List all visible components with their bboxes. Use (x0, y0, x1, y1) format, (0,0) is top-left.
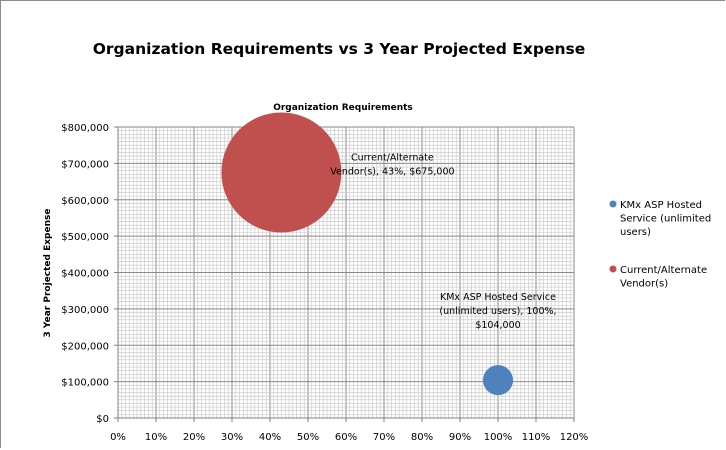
y-tick-label: $800,000 (61, 123, 109, 134)
y-tick-label: $300,000 (61, 305, 109, 316)
y-tick-label: $500,000 (61, 232, 109, 243)
x-axis-title: Organization Requirements (273, 103, 413, 113)
y-tick-label: $100,000 (61, 378, 109, 389)
x-tick-label: 100% (484, 432, 513, 443)
x-tick-label: 110% (522, 432, 551, 443)
bubble-current-alternate-vendors (221, 112, 342, 233)
x-tick-label: 0% (110, 432, 126, 443)
x-tick-label: 20% (183, 432, 205, 443)
x-tick-label: 10% (145, 432, 167, 443)
data-label-kmx-asp-hosted-service: KMx ASP Hosted Service (unlimited users),… (439, 292, 556, 331)
data-label-current-alternate-vendors: Current/Alternate Vendor(s), 43%, $675,00… (330, 152, 454, 177)
y-axis-title: 3 Year Projected Expense (43, 209, 53, 338)
legend: KMx ASP Hosted Service (unlimited users) Cu… (609, 200, 711, 290)
chart-title: Organization Requirements vs 3 Year Proj… (93, 40, 586, 58)
legend-entry-kmx-asp-hosted-service: KMx ASP Hosted Service (unlimited users) (620, 200, 711, 238)
x-tick-label: 120% (560, 432, 589, 443)
y-tick-label: $200,000 (61, 341, 109, 352)
x-tick-label: 80% (411, 432, 433, 443)
bubble-layer (221, 112, 513, 396)
plot-axes: 0% 10% 20% 30% 40% 50% 60% 70% 80% 90% 100% 110% 120… (61, 123, 588, 443)
plot-grid (117, 126, 575, 419)
legend-entry-current-alternate-vendors: Current/Alternate Vendor(s) (620, 265, 707, 290)
legend-marker-icon (609, 265, 617, 273)
x-tick-label: 30% (221, 432, 243, 443)
x-tick-label: 60% (335, 432, 357, 443)
y-tick-label: $600,000 (61, 196, 109, 207)
y-tick-label: $400,000 (61, 269, 109, 280)
x-tick-label: 40% (259, 432, 281, 443)
x-tick-label: 70% (373, 432, 395, 443)
y-tick-label: $0 (96, 414, 109, 425)
x-tick-label: 90% (449, 432, 471, 443)
bubble-kmx-asp-hosted-service (483, 365, 513, 396)
y-tick-label: $700,000 (61, 159, 109, 170)
x-tick-label: 50% (297, 432, 319, 443)
data-label-layer: KMx ASP Hosted Service (unlimited users),… (330, 152, 556, 331)
legend-marker-icon (609, 200, 617, 208)
